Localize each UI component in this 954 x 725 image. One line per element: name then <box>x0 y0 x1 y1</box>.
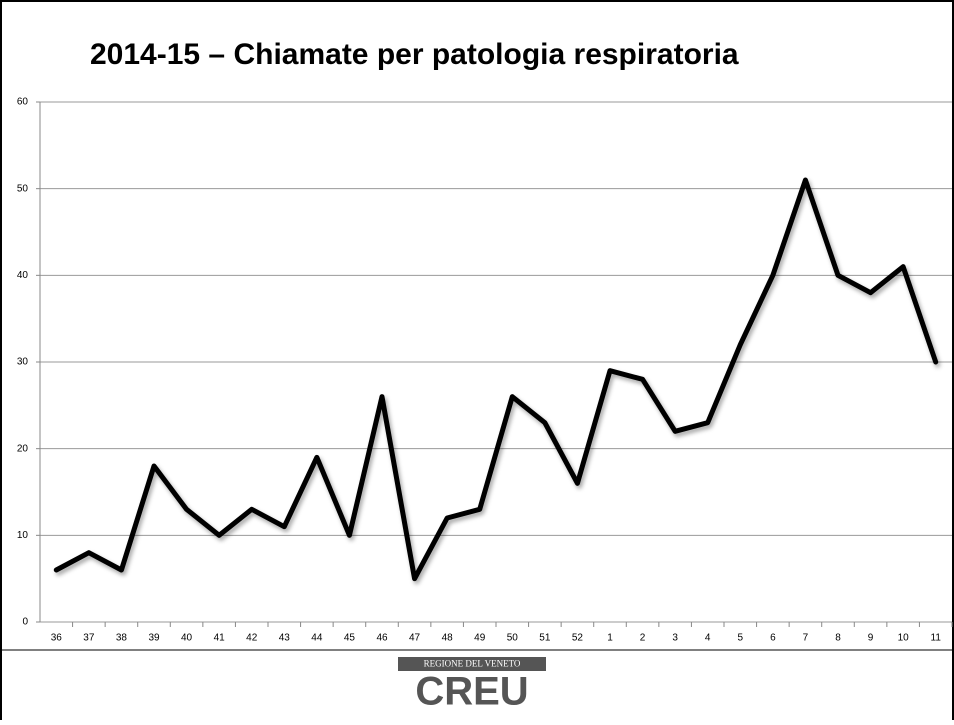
x-tick-label: 50 <box>507 633 519 644</box>
y-tick-label: 40 <box>17 270 29 281</box>
x-tick-label: 7 <box>803 633 809 644</box>
x-tick-label: 46 <box>376 633 388 644</box>
x-tick-label: 3 <box>672 633 678 644</box>
y-tick-label: 50 <box>17 183 29 194</box>
x-tick-label: 8 <box>835 633 841 644</box>
x-tick-label: 2 <box>640 633 646 644</box>
y-tick-label: 60 <box>17 97 29 108</box>
x-tick-label: 9 <box>868 633 874 644</box>
x-tick-label: 42 <box>246 633 258 644</box>
x-tick-label: 51 <box>539 633 551 644</box>
x-tick-label: 1 <box>607 633 613 644</box>
chart-title: 2014-15 – Chiamate per patologia respira… <box>90 38 739 71</box>
x-tick-label: 52 <box>572 633 584 644</box>
x-tick-label: 38 <box>116 633 128 644</box>
y-tick-label: 10 <box>17 530 29 541</box>
x-tick-label: 39 <box>148 633 160 644</box>
x-tick-label: 49 <box>474 633 486 644</box>
x-tick-label: 45 <box>344 633 356 644</box>
logo-band <box>398 657 546 671</box>
logo-name: CREU <box>415 670 528 714</box>
data-line <box>53 177 939 582</box>
y-tick-label: 30 <box>17 357 29 368</box>
logo-region: REGIONE DEL VENETO <box>424 659 521 669</box>
x-tick-label: 43 <box>279 633 291 644</box>
x-tick-label: 41 <box>214 633 226 644</box>
logo: REGIONE DEL VENETO CREU <box>398 657 546 714</box>
x-tick-label: 47 <box>409 633 421 644</box>
y-tick-label: 0 <box>22 617 28 628</box>
x-tick-label: 10 <box>898 633 910 644</box>
x-tick-label: 5 <box>738 633 744 644</box>
x-tick-label: 4 <box>705 633 711 644</box>
x-tick-label: 37 <box>83 633 95 644</box>
y-tick-label: 20 <box>17 443 29 454</box>
x-tick-label: 48 <box>442 633 454 644</box>
x-tick-label: 36 <box>51 633 63 644</box>
x-tick-label: 11 <box>931 633 942 644</box>
x-tick-label: 44 <box>311 633 323 644</box>
x-tick-label: 40 <box>181 633 193 644</box>
x-tick-label: 6 <box>770 633 776 644</box>
